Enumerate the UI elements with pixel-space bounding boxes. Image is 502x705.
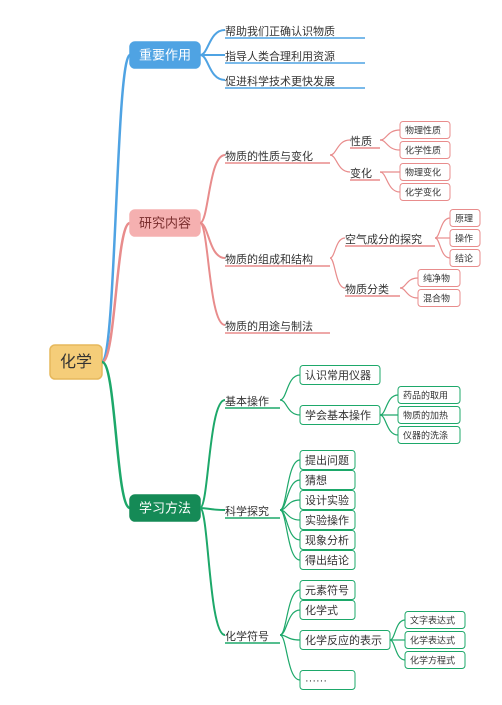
- svg-text:化学式: 化学式: [305, 603, 338, 617]
- svg-text:化学方程式: 化学方程式: [410, 654, 455, 665]
- svg-text:猜想: 猜想: [305, 473, 327, 487]
- svg-text:认识常用仪器: 认识常用仪器: [305, 369, 371, 382]
- svg-text:元素符号: 元素符号: [305, 584, 349, 597]
- svg-text:······: ······: [305, 675, 327, 687]
- svg-text:现象分析: 现象分析: [305, 533, 349, 547]
- svg-text:操作: 操作: [455, 232, 473, 243]
- svg-text:设计实验: 设计实验: [305, 493, 349, 507]
- svg-text:指导人类合理利用资源: 指导人类合理利用资源: [225, 49, 335, 63]
- svg-text:帮助我们正确认识物质: 帮助我们正确认识物质: [225, 24, 335, 38]
- svg-text:基本操作: 基本操作: [225, 394, 269, 408]
- svg-text:变化: 变化: [350, 166, 372, 180]
- svg-text:化学符号: 化学符号: [225, 629, 269, 643]
- svg-text:研究内容: 研究内容: [139, 215, 191, 230]
- svg-text:纯净物: 纯净物: [423, 272, 450, 283]
- svg-text:物质的性质与变化: 物质的性质与变化: [225, 149, 313, 163]
- svg-text:得出结论: 得出结论: [305, 553, 349, 567]
- svg-text:仪器的洗涤: 仪器的洗涤: [403, 429, 448, 440]
- svg-text:物质的组成和结构: 物质的组成和结构: [225, 252, 313, 266]
- svg-text:学习方法: 学习方法: [139, 500, 191, 515]
- svg-text:提出问题: 提出问题: [305, 453, 349, 467]
- svg-text:重要作用: 重要作用: [139, 47, 191, 62]
- svg-text:化学反应的表示: 化学反应的表示: [305, 633, 382, 647]
- mindmap-canvas: 化学 重要作用研究内容学习方法 帮助我们正确认识物质指导人类合理利用资源促进科学技术…: [0, 0, 502, 705]
- svg-text:物理性质: 物理性质: [405, 124, 441, 135]
- svg-text:化学性质: 化学性质: [405, 144, 441, 155]
- svg-text:科学探究: 科学探究: [225, 504, 269, 518]
- svg-text:物质分类: 物质分类: [345, 282, 389, 296]
- svg-text:原理: 原理: [455, 213, 473, 223]
- svg-text:文字表达式: 文字表达式: [410, 614, 455, 625]
- svg-text:空气成分的探究: 空气成分的探究: [345, 232, 422, 246]
- svg-text:药品的取用: 药品的取用: [403, 389, 448, 400]
- svg-text:学会基本操作: 学会基本操作: [305, 408, 371, 422]
- svg-text:化学变化: 化学变化: [405, 186, 441, 197]
- svg-text:实验操作: 实验操作: [305, 513, 349, 527]
- svg-text:物质的加热: 物质的加热: [403, 409, 448, 420]
- svg-text:促进科学技术更快发展: 促进科学技术更快发展: [225, 74, 335, 88]
- svg-text:化学表达式: 化学表达式: [410, 634, 455, 645]
- svg-text:物质的用途与制法: 物质的用途与制法: [225, 319, 313, 333]
- svg-text:物理变化: 物理变化: [405, 166, 441, 177]
- svg-text:混合物: 混合物: [423, 292, 450, 303]
- svg-text:性质: 性质: [350, 134, 372, 148]
- svg-text:结论: 结论: [455, 252, 473, 263]
- svg-text:化学: 化学: [60, 353, 92, 371]
